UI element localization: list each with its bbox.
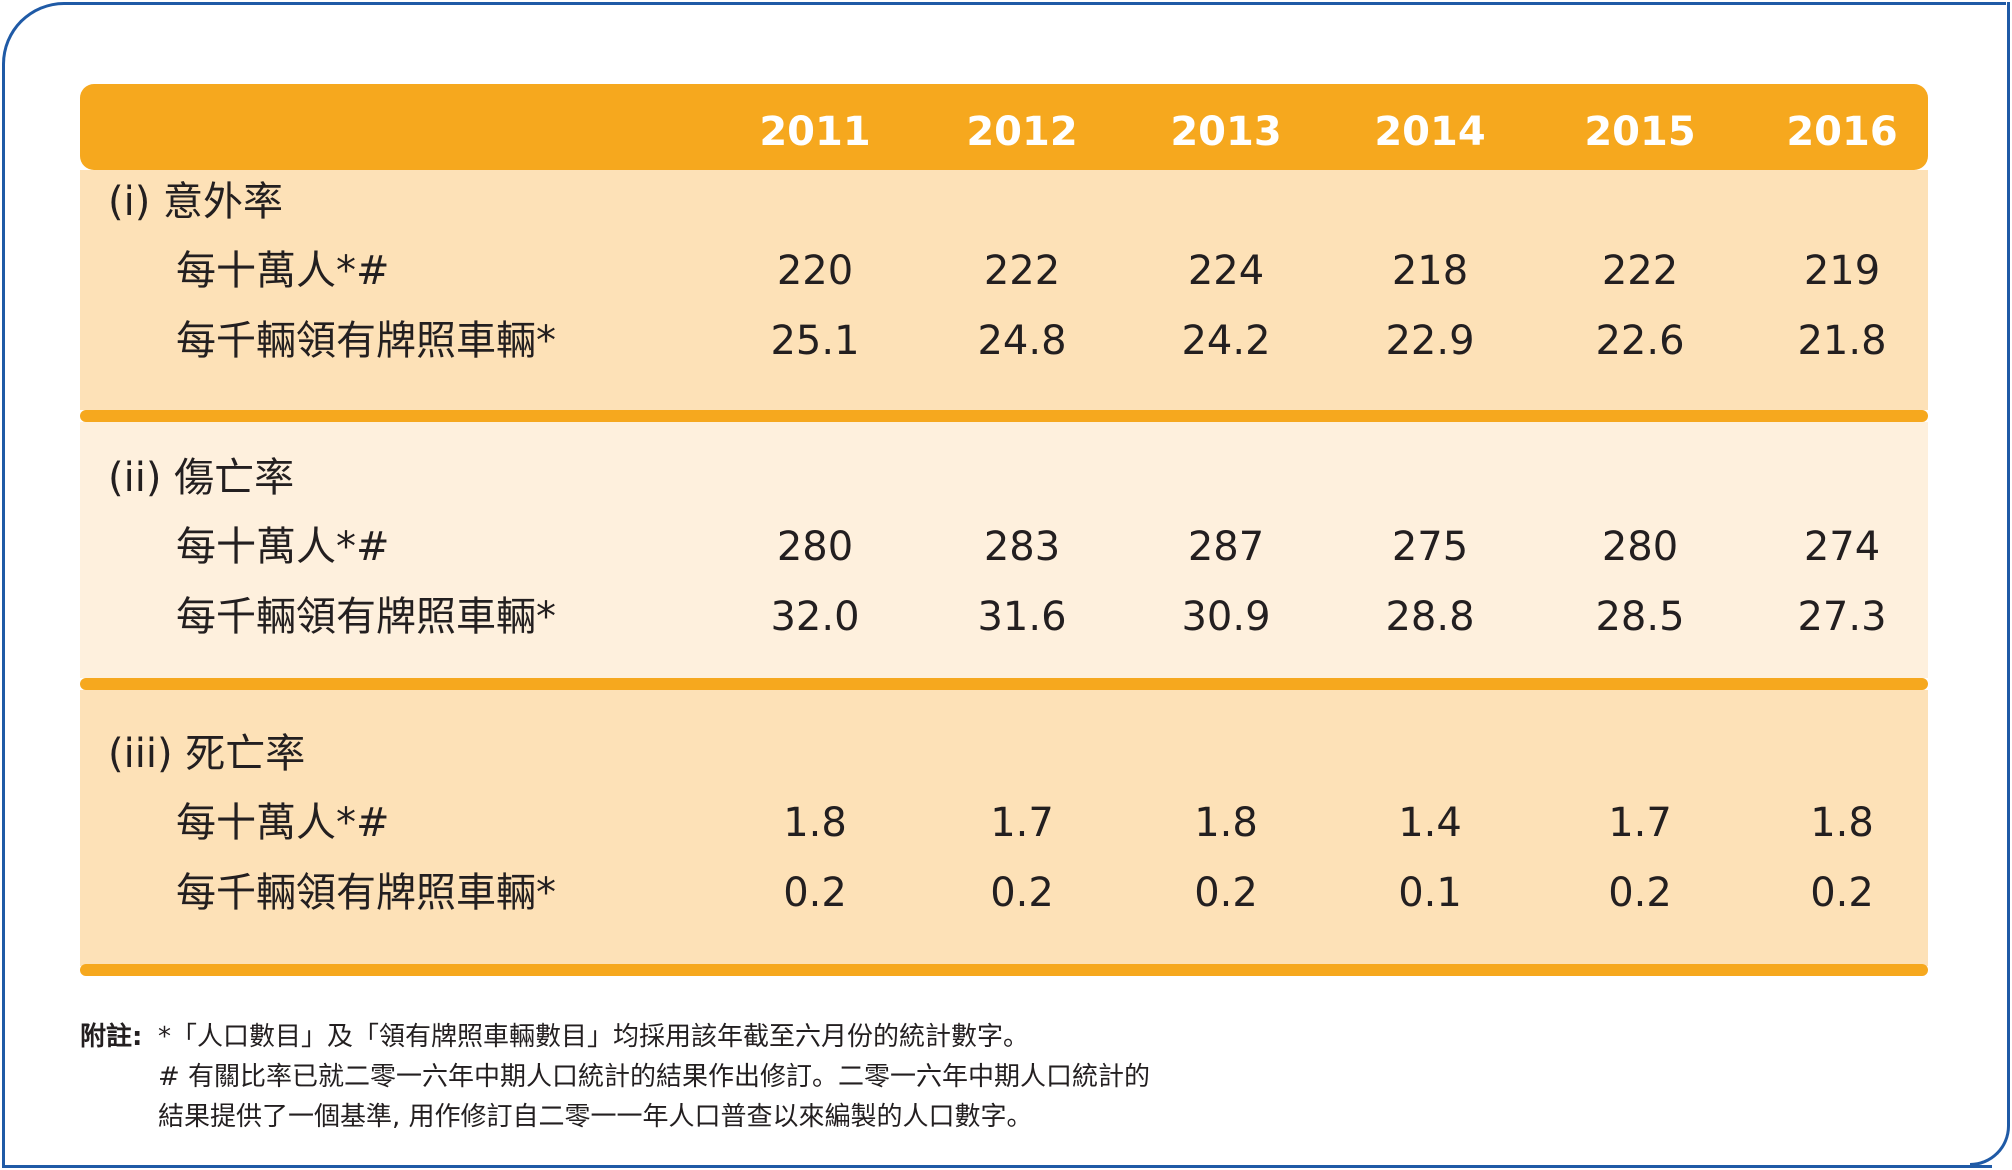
- table-cell: 280: [776, 524, 854, 570]
- table-cell: 22.6: [1595, 318, 1685, 364]
- table-cell: 24.2: [1181, 318, 1271, 364]
- table-cell: 1.8: [783, 800, 847, 846]
- table-cell: 0.2: [1608, 870, 1672, 916]
- table-cell: 31.6: [977, 594, 1067, 640]
- table-cell: 224: [1187, 248, 1265, 294]
- table-cell: 275: [1391, 524, 1469, 570]
- table-cell: 27.3: [1797, 594, 1887, 640]
- note-line: 結果提供了一個基準, 用作修訂自二零一一年人口普查以來編製的人口數字。: [158, 1102, 1033, 1132]
- row-label: 每十萬人*#: [176, 524, 390, 570]
- section-divider: [80, 964, 1928, 976]
- year-header: 2016: [1786, 109, 1898, 155]
- row-label: 每千輛領有牌照車輛*: [176, 318, 556, 364]
- year-header: 2015: [1584, 109, 1696, 155]
- note-line: *「人口數目」及「領有牌照車輛數目」均採用該年截至六月份的統計數字。: [158, 1022, 1030, 1052]
- table-cell: 1.7: [990, 800, 1054, 846]
- table-cell: 24.8: [977, 318, 1067, 364]
- note-line: # 有關比率已就二零一六年中期人口統計的結果作出修訂。二零一六年中期人口統計的: [158, 1062, 1151, 1092]
- year-header: 2012: [966, 109, 1078, 155]
- section-band: [80, 690, 1928, 966]
- section-divider: [80, 410, 1928, 422]
- table-cell: 22.9: [1385, 318, 1475, 364]
- table-cell: 28.8: [1385, 594, 1475, 640]
- section-band: [80, 170, 1928, 410]
- table-cell: 1.8: [1194, 800, 1258, 846]
- row-label: 每十萬人*#: [176, 248, 390, 294]
- table-cell: 0.2: [990, 870, 1054, 916]
- year-header: 2014: [1374, 109, 1486, 155]
- table-cell: 0.1: [1398, 870, 1462, 916]
- table-cell: 274: [1803, 524, 1881, 570]
- page-frame-right: [1970, 2, 2010, 1166]
- table-cell: 0.2: [1194, 870, 1258, 916]
- page-frame-bottom: [2, 1158, 1992, 1168]
- table-cell: 222: [983, 248, 1061, 294]
- table-cell: 0.2: [1810, 870, 1874, 916]
- section-title: (iii) 死亡率: [108, 731, 306, 777]
- table-cell: 287: [1187, 524, 1265, 570]
- table-header: [80, 84, 1928, 170]
- table-cell: 25.1: [770, 318, 860, 364]
- table-cell: 280: [1601, 524, 1679, 570]
- year-header: 2013: [1170, 109, 1282, 155]
- section-title: (i) 意外率: [108, 179, 284, 225]
- table-cell: 21.8: [1797, 318, 1887, 364]
- table-cell: 222: [1601, 248, 1679, 294]
- table-cell: 28.5: [1595, 594, 1685, 640]
- row-label: 每千輛領有牌照車輛*: [176, 594, 556, 640]
- table-cell: 30.9: [1181, 594, 1271, 640]
- row-label: 每千輛領有牌照車輛*: [176, 870, 556, 916]
- row-label: 每十萬人*#: [176, 800, 390, 846]
- section-band: [80, 422, 1928, 678]
- section-divider: [80, 678, 1928, 690]
- table-cell: 283: [983, 524, 1061, 570]
- section-title: (ii) 傷亡率: [108, 455, 295, 501]
- year-header: 2011: [759, 109, 871, 155]
- table-cell: 1.4: [1398, 800, 1462, 846]
- table-cell: 220: [776, 248, 854, 294]
- table-cell: 219: [1803, 248, 1881, 294]
- notes-heading: 附註:: [80, 1022, 143, 1052]
- table-cell: 218: [1391, 248, 1469, 294]
- table-cell: 1.8: [1810, 800, 1874, 846]
- table-cell: 1.7: [1608, 800, 1672, 846]
- table-cell: 0.2: [783, 870, 847, 916]
- table-cell: 32.0: [770, 594, 860, 640]
